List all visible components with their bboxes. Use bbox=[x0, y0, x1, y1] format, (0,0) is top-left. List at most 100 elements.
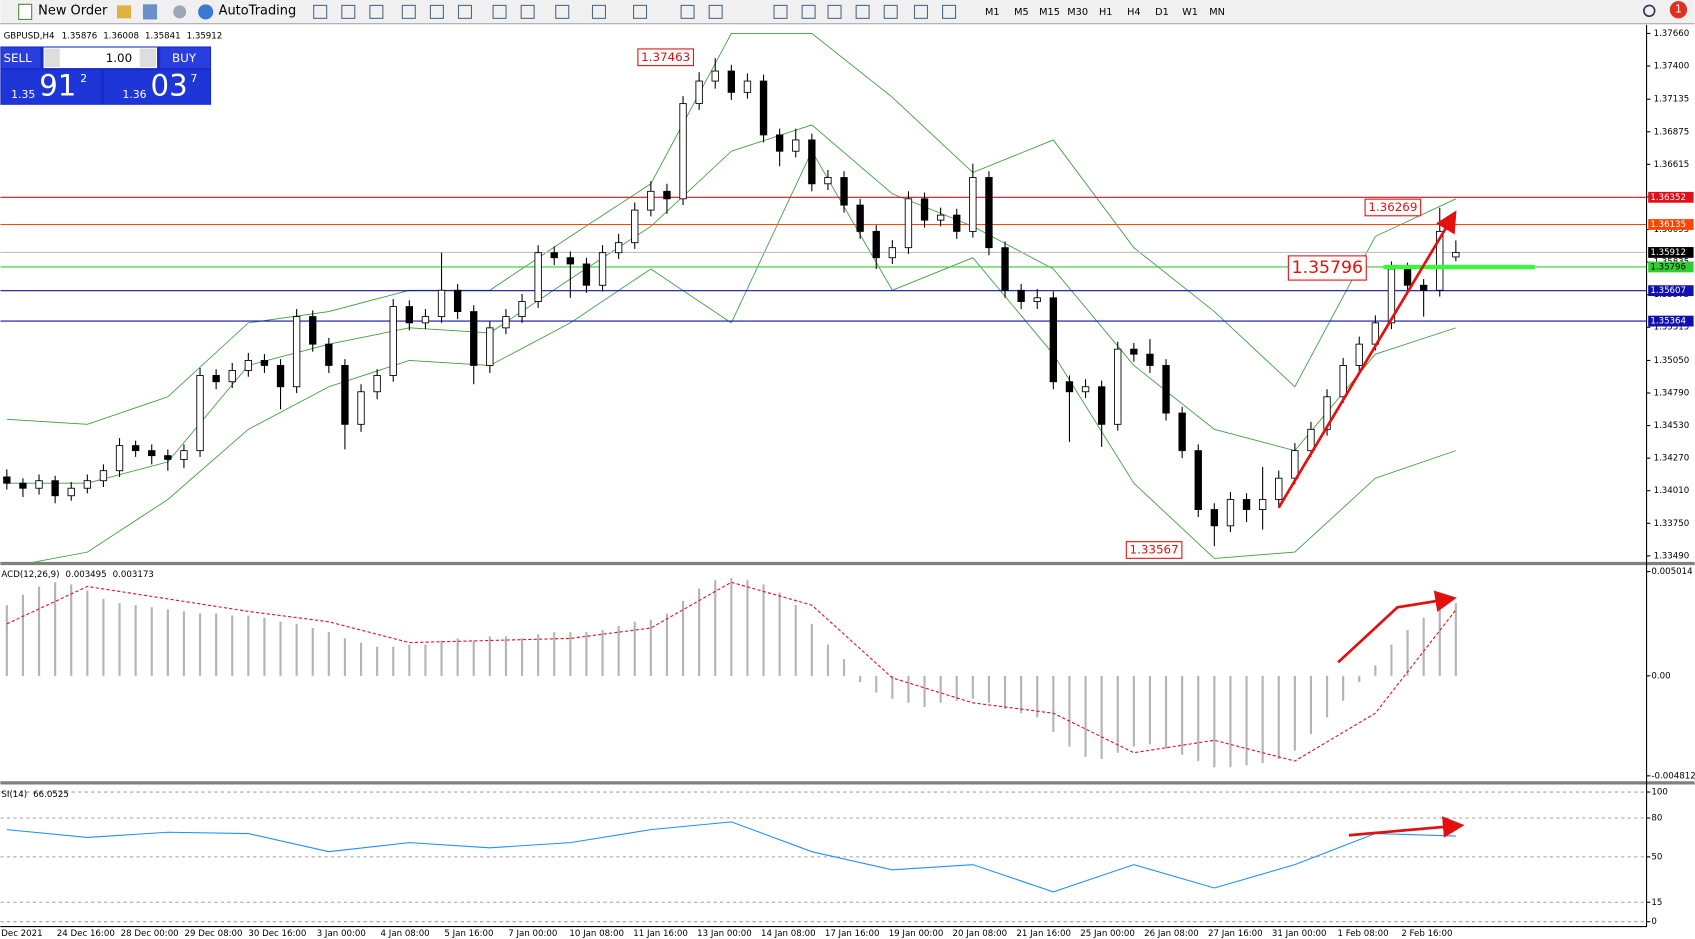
lot-decrease[interactable] bbox=[44, 48, 60, 67]
timeframe-button[interactable]: M15 bbox=[1039, 7, 1060, 18]
buy-label[interactable]: BUY bbox=[172, 51, 197, 65]
x-tick-label: 17 Jan 16:00 bbox=[825, 929, 880, 939]
buy-button[interactable] bbox=[160, 47, 210, 69]
price-level-tag bbox=[1648, 285, 1694, 297]
toolbar-icon[interactable] bbox=[801, 4, 816, 19]
bollinger-lower bbox=[32, 150, 1456, 562]
buy-price-box[interactable] bbox=[104, 70, 210, 104]
toolbar-icon[interactable] bbox=[773, 4, 788, 19]
lot-increase[interactable] bbox=[139, 48, 156, 67]
buy-price-pips: 03 bbox=[151, 69, 188, 103]
timeframe-button[interactable]: W1 bbox=[1182, 7, 1198, 18]
candle-body bbox=[51, 480, 59, 497]
y-tick-label: 1.33490 bbox=[1654, 551, 1690, 561]
toolbar-icon[interactable] bbox=[313, 4, 328, 19]
toolbar-icon[interactable] bbox=[680, 4, 695, 19]
candle-body bbox=[695, 80, 703, 105]
candle-body bbox=[470, 311, 478, 366]
candle-body bbox=[1307, 428, 1315, 452]
toolbar-icon[interactable] bbox=[492, 4, 507, 19]
candle-body bbox=[1355, 343, 1363, 366]
toolbar-icon[interactable] bbox=[142, 4, 158, 20]
candle-body bbox=[824, 177, 832, 185]
toolbar-icon[interactable] bbox=[855, 4, 870, 19]
toolbar-icon[interactable] bbox=[341, 4, 356, 19]
candle-body bbox=[727, 70, 736, 93]
timeframes: M1 M5 M15 M30 H1 H4 D1 W1 MN bbox=[985, 7, 1225, 18]
timeframe-button[interactable]: H1 bbox=[1099, 7, 1113, 18]
trend-arrow bbox=[1337, 590, 1457, 664]
candle-body bbox=[83, 480, 92, 489]
toolbar-icon[interactable] bbox=[401, 4, 416, 19]
toolbar-icon[interactable] bbox=[913, 4, 929, 19]
price-level-tag bbox=[1648, 219, 1694, 230]
autotrading-button[interactable]: AutoTrading bbox=[198, 3, 297, 20]
new-order-icon bbox=[18, 3, 33, 20]
toolbar-icon[interactable] bbox=[555, 4, 570, 19]
sell-label[interactable]: SELL bbox=[3, 51, 32, 65]
candle-body bbox=[582, 263, 591, 286]
candle-body bbox=[936, 214, 945, 221]
candle-body bbox=[260, 360, 269, 366]
toolbar-icon[interactable] bbox=[942, 4, 957, 19]
candle-body bbox=[373, 375, 381, 393]
candle-body bbox=[1403, 268, 1412, 286]
toolbar-icon[interactable] bbox=[827, 4, 842, 19]
toolbar-icon[interactable] bbox=[173, 5, 187, 19]
sell-button[interactable] bbox=[1, 47, 41, 69]
autotrading-label[interactable]: AutoTrading bbox=[219, 3, 297, 18]
notification-badge[interactable] bbox=[1669, 1, 1688, 19]
timeframe-button[interactable]: M1 bbox=[985, 7, 1000, 18]
candle-body bbox=[357, 391, 365, 425]
annotation-box bbox=[637, 48, 695, 67]
low: 1.35841 bbox=[145, 31, 181, 41]
y-tick-label: 1.33750 bbox=[1654, 519, 1690, 529]
candle-body bbox=[1210, 509, 1219, 527]
candle-body bbox=[775, 134, 784, 152]
annotation-box bbox=[1287, 255, 1367, 281]
main-plot bbox=[0, 33, 1647, 562]
x-tick-label: 1 Feb 08:00 bbox=[1337, 929, 1388, 939]
price-annotation: 1.35796 bbox=[1292, 258, 1363, 278]
toolbar-icon[interactable] bbox=[117, 5, 132, 19]
timeframe-button[interactable]: M5 bbox=[1014, 7, 1029, 18]
sell-price-box[interactable] bbox=[1, 70, 101, 104]
toolbar-icon[interactable] bbox=[883, 4, 898, 19]
candle-body bbox=[1033, 297, 1041, 302]
toolbar-icon[interactable] bbox=[591, 4, 606, 19]
new-order-label[interactable]: New Order bbox=[38, 3, 108, 18]
toolbar-icon[interactable] bbox=[520, 4, 535, 19]
lot-input[interactable] bbox=[43, 47, 158, 69]
y-tick-label: 0.00 bbox=[1651, 671, 1670, 681]
toolbar-icon[interactable] bbox=[633, 4, 648, 19]
timeframe-button[interactable]: H4 bbox=[1127, 7, 1141, 18]
toolbar-icon[interactable] bbox=[369, 4, 384, 19]
new-order-button[interactable]: New Order bbox=[18, 3, 108, 20]
timeframe-button[interactable]: M30 bbox=[1067, 7, 1088, 18]
symbol: GBPUSD,H4 bbox=[4, 31, 55, 41]
x-tick-label: 3 Jan 00:00 bbox=[317, 929, 366, 939]
y-tick-label: 1.34790 bbox=[1654, 389, 1690, 399]
toolbar-icon[interactable] bbox=[457, 4, 473, 19]
sell-price-big-figure: 1.35 bbox=[11, 88, 35, 101]
candle-body bbox=[872, 230, 880, 259]
timeframe-button[interactable]: MN bbox=[1209, 7, 1225, 18]
candle-body bbox=[292, 316, 301, 388]
notification-count: 1 bbox=[1675, 3, 1682, 16]
toolbar-icon[interactable] bbox=[429, 4, 444, 19]
lot-value[interactable]: 1.00 bbox=[106, 51, 132, 65]
autotrading-icon bbox=[198, 4, 214, 20]
price-annotation: 1.36269 bbox=[1368, 200, 1417, 214]
timeframe-button[interactable]: D1 bbox=[1155, 7, 1169, 18]
buy-price-big-figure: 1.36 bbox=[122, 88, 146, 101]
rsi-title: SI(14) bbox=[1, 790, 27, 800]
candle-body bbox=[389, 306, 397, 376]
candle-body bbox=[1258, 499, 1267, 510]
search-icon[interactable] bbox=[1643, 4, 1656, 18]
signal-value: 0.003173 bbox=[113, 569, 154, 579]
toolbar-icon[interactable] bbox=[708, 4, 723, 19]
price-level-label: 1.35796 bbox=[1650, 262, 1686, 272]
drawings bbox=[1277, 210, 1465, 838]
price-level-label: 1.35364 bbox=[1650, 317, 1686, 327]
